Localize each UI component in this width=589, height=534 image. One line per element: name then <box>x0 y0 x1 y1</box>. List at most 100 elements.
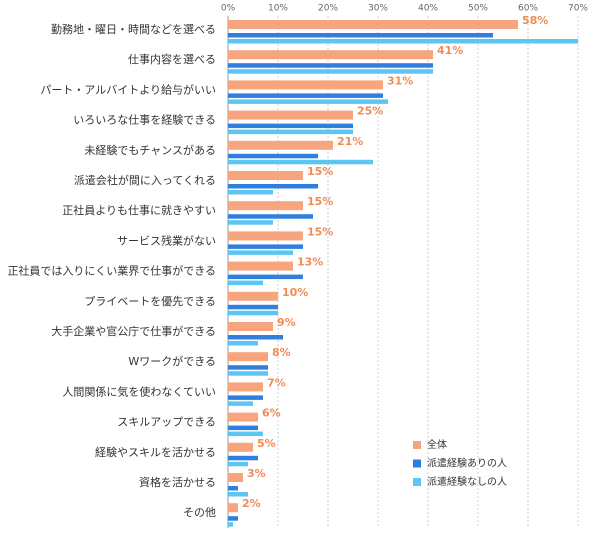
value-label: 8% <box>272 346 291 359</box>
bar <box>228 171 303 180</box>
legend-swatch <box>413 478 421 486</box>
bar <box>228 335 283 340</box>
bar <box>228 291 278 301</box>
bar <box>228 401 253 406</box>
bar <box>228 461 248 467</box>
value-label: 6% <box>262 407 281 420</box>
y-tick-label: プライベートを優先できる <box>84 295 216 308</box>
value-label: 13% <box>297 256 323 269</box>
value-label: 5% <box>257 437 276 450</box>
bar <box>228 473 243 482</box>
bar <box>228 153 318 159</box>
bar <box>228 33 493 38</box>
bar <box>228 412 258 422</box>
y-tick-label: 正社員よりも仕事に就きやすい <box>62 203 216 217</box>
y-tick-label: サービス残業がない <box>117 233 216 247</box>
bar <box>228 341 258 346</box>
bar <box>228 352 268 362</box>
value-label: 15% <box>307 165 333 178</box>
x-tick-label: 60% <box>518 4 538 14</box>
bar <box>228 93 383 98</box>
x-tick-label: 50% <box>468 4 488 14</box>
bar <box>228 442 253 452</box>
bar <box>228 110 353 120</box>
bar <box>228 395 263 400</box>
bar <box>228 129 353 135</box>
bar <box>228 371 268 376</box>
bar <box>228 140 333 150</box>
y-tick-label: 派遣会社が間に入ってくれる <box>74 173 216 187</box>
bar <box>228 522 233 527</box>
bar <box>228 20 518 29</box>
y-tick-label: いろいろな仕事を経験できる <box>73 113 216 127</box>
bar <box>228 123 353 129</box>
legend-swatch <box>413 441 421 449</box>
value-label: 41% <box>437 44 463 57</box>
value-label: 25% <box>357 105 383 118</box>
bar <box>228 184 318 189</box>
bar <box>228 274 303 280</box>
y-tick-label: 経験やスキルを活かせる <box>95 445 216 459</box>
bar <box>228 431 263 437</box>
bar <box>228 310 278 316</box>
bar <box>228 214 313 219</box>
x-tick-label: 10% <box>268 4 288 14</box>
bar <box>228 280 263 286</box>
y-tick-label: 大手企業や官公庁で仕事ができる <box>51 324 216 338</box>
bar <box>228 69 433 74</box>
y-tick-label: Wワークができる <box>128 354 216 368</box>
bar <box>228 365 268 370</box>
x-tick-label: 30% <box>368 4 388 14</box>
bar <box>228 503 238 513</box>
bar <box>228 50 433 60</box>
bar <box>228 201 303 211</box>
bar <box>228 492 248 497</box>
x-tick-label: 40% <box>418 4 438 14</box>
bar <box>228 80 383 90</box>
y-tick-label: 資格を活かせる <box>139 475 216 489</box>
value-label: 2% <box>242 497 261 510</box>
y-tick-label: 勤務地・曜日・時間などを選べる <box>51 22 216 36</box>
y-tick-label: その他 <box>183 506 216 519</box>
bar <box>228 425 258 431</box>
value-label: 58% <box>522 14 548 27</box>
value-label: 10% <box>282 286 308 299</box>
bar <box>228 322 273 331</box>
bar <box>228 455 258 461</box>
bar <box>228 231 303 241</box>
x-tick-label: 70% <box>568 4 588 14</box>
value-label: 7% <box>267 376 286 389</box>
value-label: 21% <box>337 135 363 148</box>
y-tick-label: 正社員では入りにくい業界で仕事ができる <box>7 264 216 278</box>
legend-swatch <box>413 459 421 468</box>
y-tick-label: 未経験でもチャンスがある <box>84 143 216 157</box>
y-tick-label: 人間関係に気を使わなくていい <box>62 384 216 398</box>
bar <box>228 244 303 249</box>
value-label: 15% <box>307 195 333 208</box>
bar <box>228 159 373 165</box>
bar <box>228 63 433 68</box>
x-tick-label: 0% <box>221 4 236 14</box>
bar <box>228 190 273 195</box>
bar <box>228 516 238 521</box>
bar <box>228 99 388 104</box>
y-tick-label: パート・アルバイトより給与がいい <box>40 82 216 96</box>
legend-label: 派遣経験なしの人 <box>427 475 507 488</box>
bar <box>228 261 293 271</box>
y-tick-label: スキルアップできる <box>117 416 216 429</box>
y-tick-label: 仕事内容を選べる <box>128 52 216 66</box>
value-label: 3% <box>247 467 266 480</box>
bar <box>228 39 578 44</box>
x-tick-label: 20% <box>318 4 338 14</box>
legend-label: 派遣経験ありの人 <box>427 457 507 470</box>
legend-label: 全体 <box>427 438 447 451</box>
value-label: 31% <box>387 74 413 87</box>
value-label: 15% <box>307 225 333 238</box>
bar <box>228 304 278 310</box>
bar <box>228 250 293 255</box>
value-label: 9% <box>277 316 296 329</box>
bar <box>228 486 238 491</box>
bar <box>228 220 273 225</box>
bar <box>228 382 263 392</box>
